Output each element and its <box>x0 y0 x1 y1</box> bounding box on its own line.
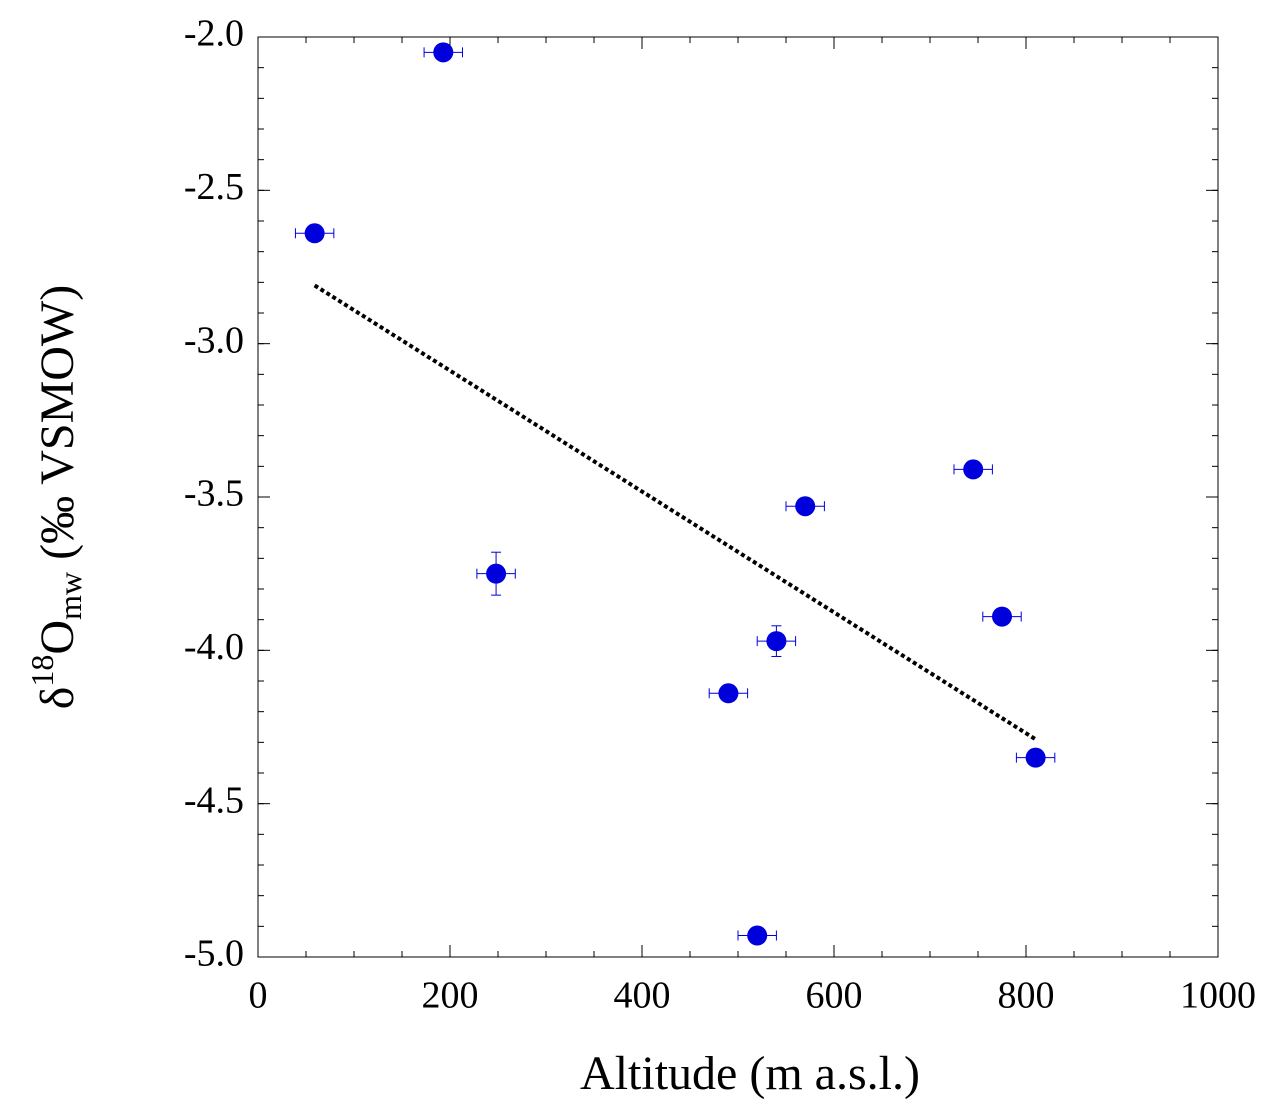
y-title-part: δ <box>31 687 84 710</box>
point <box>992 606 1012 627</box>
x-tick-label: 200 <box>422 975 479 1017</box>
point <box>1025 747 1046 768</box>
point <box>747 925 768 946</box>
x-tick-label: 400 <box>614 975 671 1017</box>
y-title-part: 18 <box>24 655 60 687</box>
y-tick-label: -3.5 <box>184 473 244 515</box>
point <box>718 683 739 704</box>
y-title-part: (‰ VSMOW) <box>31 285 84 572</box>
point <box>304 223 325 244</box>
y-title-part: mw <box>52 572 88 620</box>
x-tick-label: 1000 <box>1180 975 1256 1017</box>
trend-line <box>313 283 1037 741</box>
y-tick-label: -2.5 <box>184 166 244 208</box>
point <box>433 42 454 63</box>
y-tick-label: -4.5 <box>184 779 244 821</box>
x-tick-label: 800 <box>998 975 1055 1017</box>
point <box>963 459 984 480</box>
x-tick-label: 0 <box>249 975 268 1017</box>
point <box>486 563 507 584</box>
point <box>795 496 816 517</box>
y-tick-label: -3.0 <box>184 319 244 361</box>
point <box>766 631 787 652</box>
x-tick-label: 600 <box>806 975 863 1017</box>
y-tick-label: -5.0 <box>184 933 244 975</box>
y-tick-label: -2.0 <box>184 13 244 55</box>
y-title-part: O <box>31 620 84 655</box>
plot-frame <box>257 36 1219 958</box>
y-axis-title: δ18Omw (‰ VSMOW) <box>24 285 88 709</box>
x-axis-title: Altitude (m a.s.l.) <box>580 1047 920 1100</box>
y-tick-label: -4.0 <box>184 626 244 668</box>
